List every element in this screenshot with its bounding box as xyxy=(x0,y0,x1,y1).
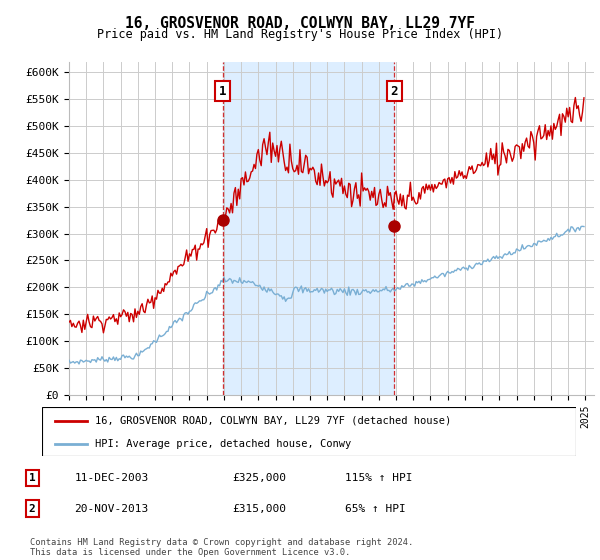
Text: 16, GROSVENOR ROAD, COLWYN BAY, LL29 7YF: 16, GROSVENOR ROAD, COLWYN BAY, LL29 7YF xyxy=(125,16,475,31)
Text: 20-NOV-2013: 20-NOV-2013 xyxy=(74,503,149,514)
Bar xyxy=(223,62,394,395)
Text: Contains HM Land Registry data © Crown copyright and database right 2024.
This d: Contains HM Land Registry data © Crown c… xyxy=(30,538,413,557)
Text: £315,000: £315,000 xyxy=(232,503,286,514)
Text: 115% ↑ HPI: 115% ↑ HPI xyxy=(345,473,413,483)
Text: HPI: Average price, detached house, Conwy: HPI: Average price, detached house, Conw… xyxy=(95,439,352,449)
Text: Price paid vs. HM Land Registry's House Price Index (HPI): Price paid vs. HM Land Registry's House … xyxy=(97,28,503,41)
Text: 1: 1 xyxy=(219,85,227,97)
Text: 2: 2 xyxy=(391,85,398,97)
Text: 65% ↑ HPI: 65% ↑ HPI xyxy=(345,503,406,514)
FancyBboxPatch shape xyxy=(42,407,576,456)
Text: 1: 1 xyxy=(29,473,35,483)
Text: 16, GROSVENOR ROAD, COLWYN BAY, LL29 7YF (detached house): 16, GROSVENOR ROAD, COLWYN BAY, LL29 7YF… xyxy=(95,416,452,426)
Text: 11-DEC-2003: 11-DEC-2003 xyxy=(74,473,149,483)
Text: 2: 2 xyxy=(29,503,35,514)
Text: £325,000: £325,000 xyxy=(232,473,286,483)
